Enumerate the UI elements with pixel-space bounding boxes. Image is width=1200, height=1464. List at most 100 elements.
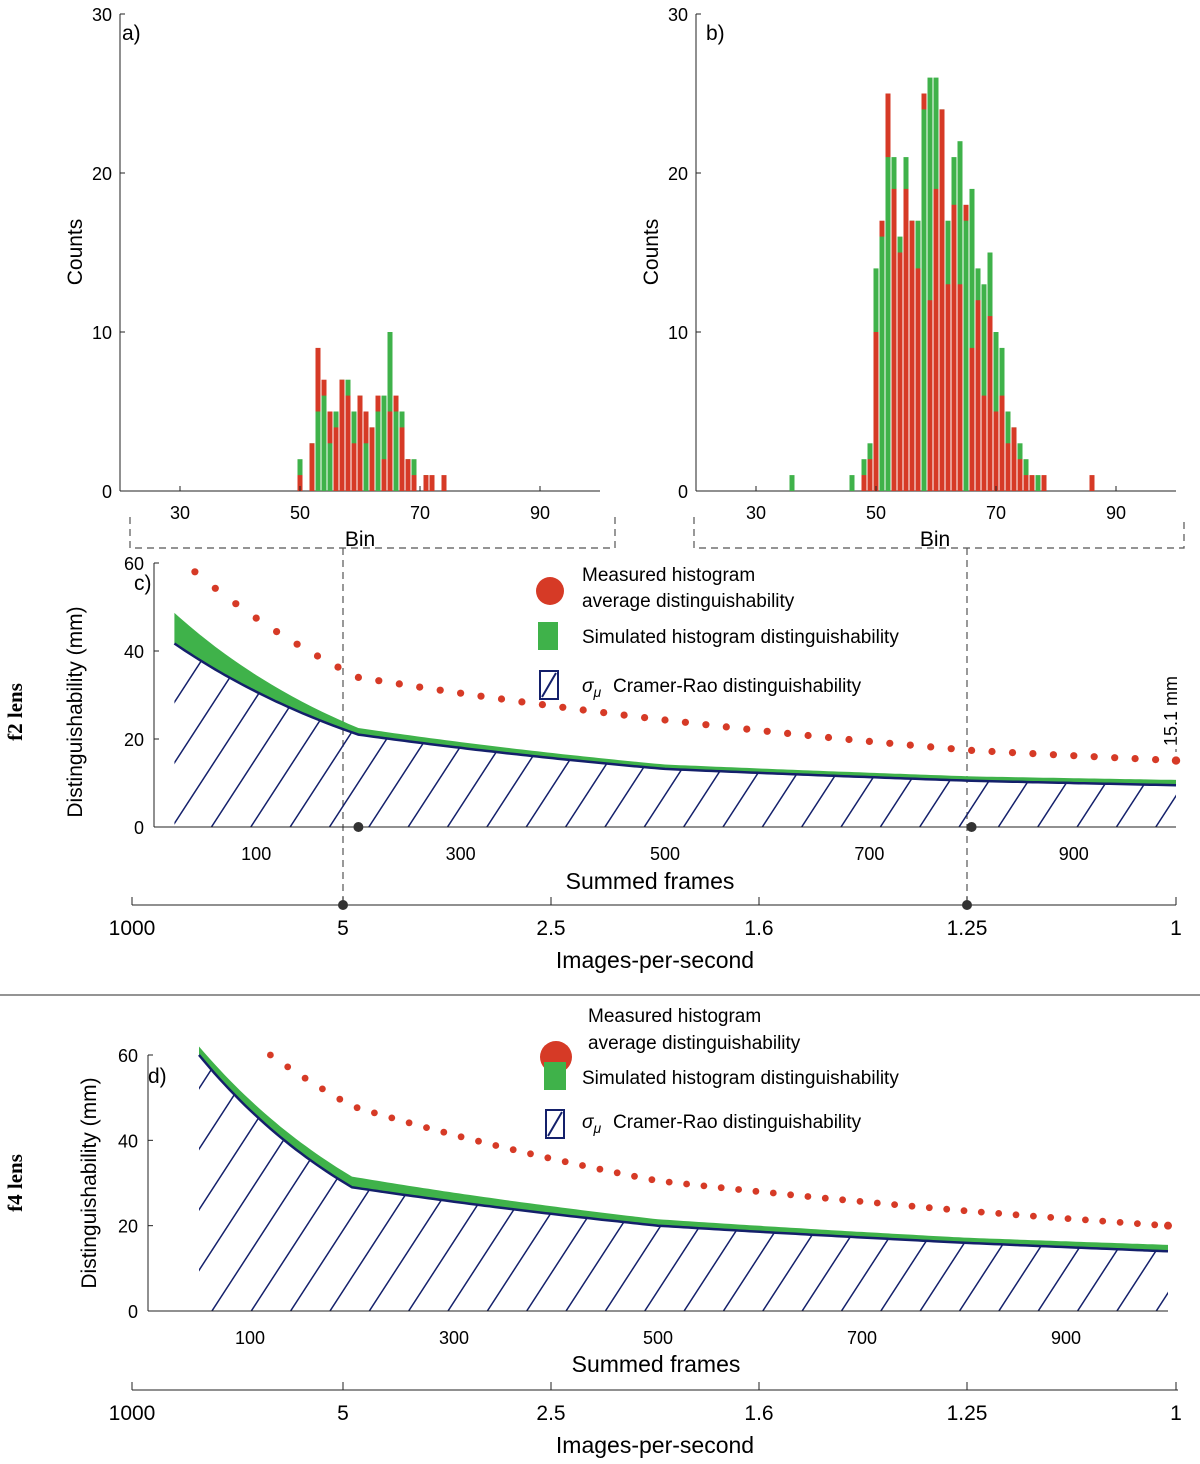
- x-tick-label: 500: [650, 844, 680, 864]
- measured-bar: [993, 411, 999, 491]
- measured-point: [1151, 1221, 1159, 1229]
- legend-c-cramer-rao-hatch: [541, 672, 557, 698]
- panel-c-label: c): [134, 572, 152, 595]
- measured-point: [293, 640, 301, 648]
- measured-point: [968, 746, 976, 755]
- x-tick-label: 700: [847, 1328, 877, 1348]
- measured-bar: [423, 475, 429, 491]
- legend-c-sigma: σμ: [582, 676, 601, 700]
- x2-tick-label: 2.5: [536, 917, 565, 940]
- simulated-bar: [315, 411, 321, 491]
- x-tick-label: 900: [1051, 1328, 1081, 1348]
- measured-point: [908, 1202, 916, 1210]
- measured-point: [457, 1133, 465, 1141]
- panel-c-lens-label: f2 lens: [3, 683, 27, 741]
- cramer-rao-hatched-area: [174, 643, 1176, 827]
- simulated-bar: [885, 157, 891, 491]
- measured-point: [925, 1204, 933, 1212]
- measured-bar: [861, 475, 867, 491]
- measured-point: [722, 723, 730, 731]
- measured-point: [211, 584, 219, 592]
- measured-point: [1047, 1214, 1055, 1221]
- measured-point: [518, 698, 526, 706]
- measured-point: [821, 1194, 829, 1202]
- measured-point: [784, 729, 792, 738]
- measured-point: [752, 1187, 760, 1195]
- measured-point: [613, 1169, 621, 1177]
- measured-point: [313, 652, 322, 660]
- panel-d-plot: [198, 1046, 1172, 1311]
- measured-point: [252, 614, 260, 622]
- measured-point: [1049, 751, 1057, 759]
- measured-bar: [309, 443, 315, 491]
- measured-point: [416, 683, 424, 691]
- measured-bar: [891, 188, 897, 491]
- legend-c-measured-line2: average distinguishability: [582, 591, 795, 612]
- x-tick-label: 50: [866, 503, 886, 523]
- measured-bar: [1011, 427, 1017, 491]
- measured-bar: [381, 459, 387, 491]
- panel-d-x2label: Images-per-second: [556, 1432, 754, 1458]
- panel-b: 30 50 70 90 0 10 20 30 b) Counts Bin: [640, 5, 1185, 551]
- measured-point: [648, 1176, 656, 1184]
- measured-point: [787, 1191, 794, 1199]
- measured-point: [596, 1165, 604, 1173]
- panel-c-annotation: 15.1 mm: [1161, 676, 1181, 746]
- x-tick-label: 300: [446, 844, 476, 864]
- legend-d-measured-line2: average distinguishability: [588, 1033, 801, 1054]
- measured-point: [804, 731, 812, 740]
- y-tick-label: 0: [128, 1302, 138, 1322]
- panel-d-ylabel: Distinguishability (mm): [78, 1077, 101, 1288]
- x-tick-label: 70: [410, 503, 430, 523]
- measured-bar: [405, 459, 411, 491]
- measured-point: [873, 1199, 881, 1207]
- x2-tick-label: 1.25: [947, 917, 988, 940]
- simulated-bar: [327, 443, 333, 491]
- y-tick-label: 20: [668, 164, 688, 184]
- measured-bar: [339, 379, 345, 491]
- measured-point: [405, 1119, 413, 1127]
- measured-bar: [999, 395, 1005, 491]
- measured-point: [839, 1196, 846, 1204]
- measured-point-final: [1164, 1221, 1172, 1230]
- measured-point: [600, 709, 608, 717]
- measured-point: [988, 747, 996, 756]
- measured-bar: [333, 427, 339, 491]
- measured-point: [579, 1162, 586, 1169]
- measured-point: [681, 718, 690, 726]
- measured-point: [436, 686, 444, 694]
- measured-point: [1070, 752, 1078, 760]
- measured-point: [977, 1208, 985, 1216]
- y-tick-label: 0: [134, 818, 144, 838]
- simulated-band: [174, 612, 1176, 786]
- x-tick-label: 90: [1106, 503, 1126, 523]
- y-tick-label: 20: [92, 164, 112, 184]
- panel-c-x2label: Images-per-second: [556, 947, 754, 973]
- measured-bar: [867, 459, 873, 491]
- measured-point: [538, 701, 547, 709]
- legend-c-measured-marker: [536, 577, 564, 605]
- measured-point: [191, 568, 199, 576]
- measured-point: [804, 1193, 812, 1200]
- x2-tick-label: 1000: [109, 917, 156, 940]
- panel-c-xlabel: Summed frames: [566, 868, 735, 894]
- y-tick-label: 30: [92, 5, 112, 25]
- x2-tick-label: 1000: [109, 1402, 156, 1425]
- y-tick-label: 60: [118, 1046, 138, 1066]
- marked-point-axis: [353, 822, 364, 832]
- measured-point: [319, 1085, 326, 1093]
- measured-point: [735, 1186, 742, 1193]
- simulated-bar: [879, 236, 885, 491]
- measured-point: [354, 673, 362, 682]
- measured-point: [769, 1189, 777, 1197]
- marked-point-x2: [962, 900, 972, 910]
- simulated-bar: [849, 475, 855, 491]
- measured-point: [702, 721, 710, 729]
- panel-a-bars: [297, 332, 447, 491]
- measured-point: [845, 735, 853, 744]
- measured-bar: [1089, 475, 1095, 491]
- measured-bar: [939, 109, 945, 492]
- panel-b-ticks: 30 50 70 90 0 10 20 30: [668, 5, 1126, 523]
- x2-tick-label: 1: [1170, 917, 1182, 940]
